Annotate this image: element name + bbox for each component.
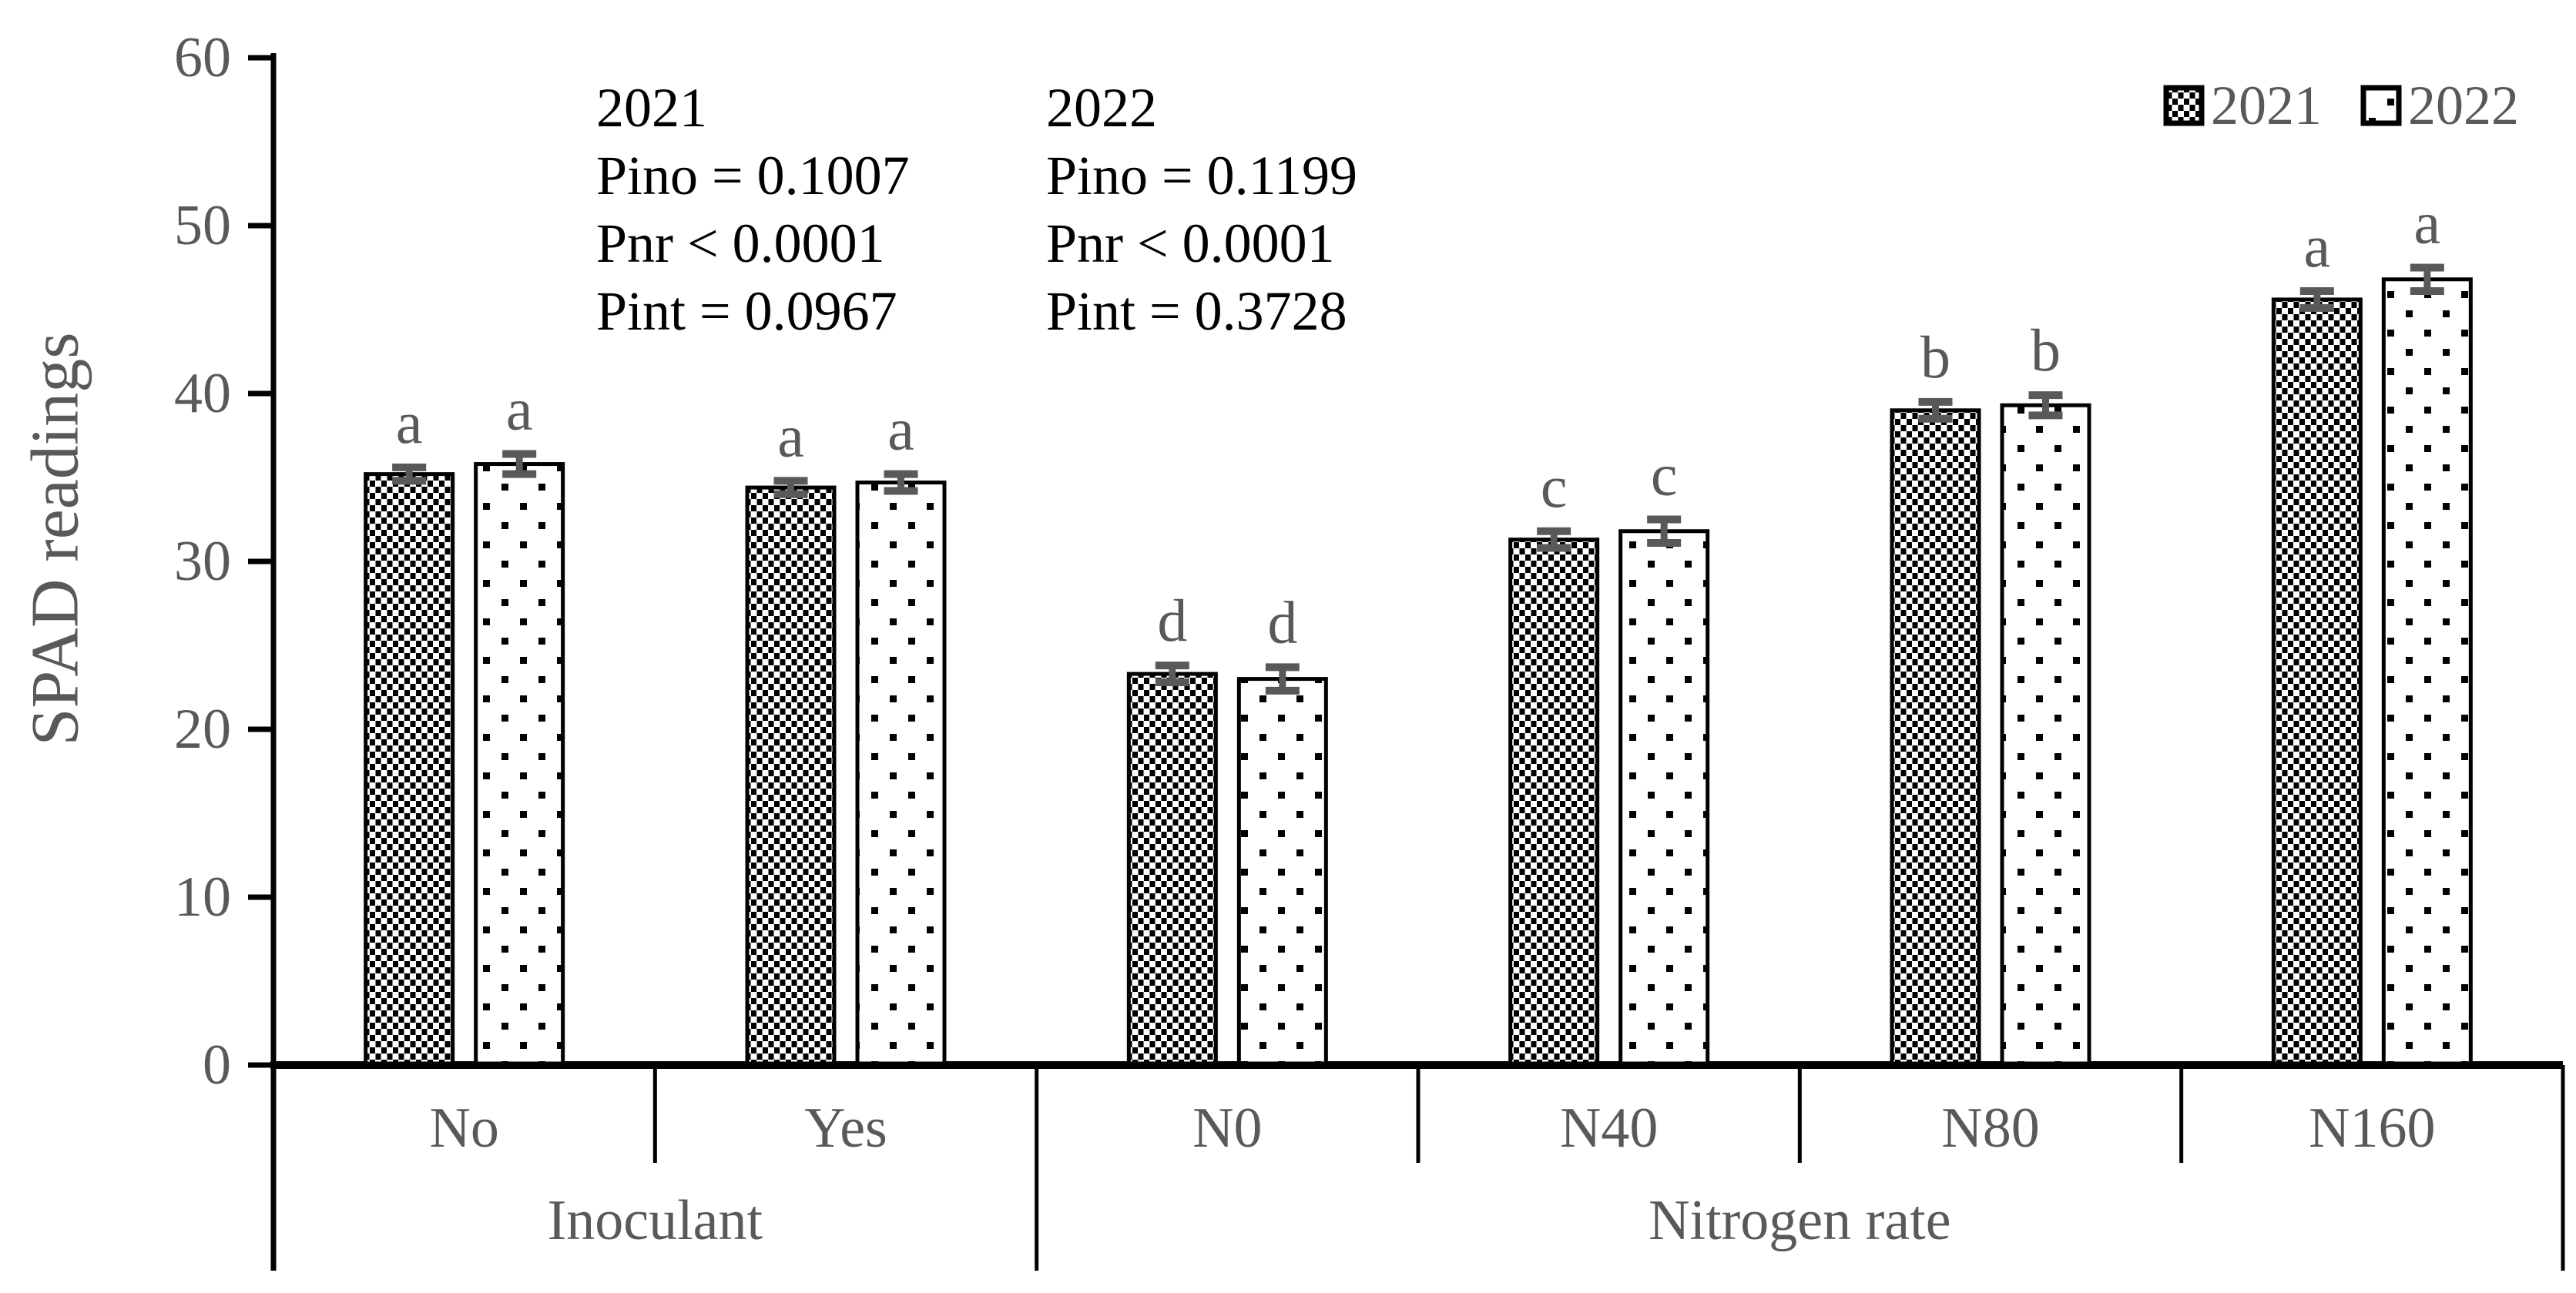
- bar-2022-N40: [1618, 529, 1710, 1066]
- category-label-N40: N40: [1560, 1097, 1658, 1160]
- stats-block-2021: 2021 Pino = 0.1007 Pnr < 0.0001 Pint = 0…: [596, 74, 910, 345]
- error-bar-2021-N160: [2299, 287, 2334, 312]
- legend-label-2022: 2022: [2408, 75, 2519, 136]
- error-bar-2022-No: [502, 450, 537, 478]
- bar-2021-N160: [2271, 297, 2363, 1066]
- bar-2022-N0: [1236, 677, 1328, 1066]
- category-label-N0: N0: [1192, 1097, 1262, 1160]
- sig-letter-2022-N80: b: [2031, 317, 2061, 384]
- sig-letter-2021-N0: d: [1157, 587, 1187, 654]
- y-tick-label-60: 60: [174, 26, 231, 89]
- category-label-N160: N160: [2309, 1097, 2435, 1160]
- sig-letter-2021-N80: b: [1920, 323, 1950, 390]
- bar-2022-Yes: [855, 481, 947, 1066]
- y-tick-label-0: 0: [203, 1033, 231, 1097]
- sig-letter-2022-Yes: a: [887, 396, 914, 463]
- y-tick-label-20: 20: [174, 698, 231, 761]
- bar-2022-No: [474, 462, 565, 1066]
- sig-letter-2022-No: a: [506, 375, 533, 442]
- error-bar-2022-N0: [1265, 663, 1300, 695]
- sig-letter-2021-Yes: a: [777, 402, 804, 469]
- y-tick-label-10: 10: [174, 866, 231, 929]
- category-label-N80: N80: [1941, 1097, 2039, 1160]
- bar-2021-No: [364, 472, 455, 1066]
- y-tick-label-50: 50: [174, 194, 231, 257]
- legend-swatch-2021: [2163, 85, 2205, 126]
- error-bar-2021-No: [392, 463, 427, 485]
- stats-line-pint-2022: Pint = 0.3728: [1046, 280, 1347, 342]
- error-bar-2022-N160: [2410, 263, 2444, 296]
- stats-line-pino-2022: Pino = 0.1199: [1046, 145, 1357, 206]
- legend-label-2021: 2021: [2211, 75, 2322, 136]
- sig-letter-2022-N40: c: [1651, 441, 1678, 508]
- error-bar-2022-N80: [2028, 391, 2063, 420]
- y-tick-label-40: 40: [174, 362, 231, 425]
- bar-2022-N80: [2000, 403, 2091, 1066]
- error-bar-2021-Yes: [773, 477, 808, 498]
- sig-letter-2021-N160: a: [2304, 213, 2331, 280]
- sig-letter-2022-N0: d: [1267, 588, 1297, 655]
- bar-2022-N160: [2381, 277, 2473, 1066]
- bar-2021-N40: [1508, 538, 1600, 1066]
- error-bar-2021-N40: [1537, 527, 1571, 552]
- stats-line-pino-2021: Pino = 0.1007: [596, 145, 910, 206]
- legend-item-2022: 2022: [2360, 75, 2519, 136]
- error-bar-2021-N0: [1155, 662, 1189, 686]
- group-label-inoculant: Inoculant: [548, 1189, 763, 1252]
- group-label-nitrogen-rate: Nitrogen rate: [1649, 1189, 1950, 1252]
- bar-2021-N0: [1126, 672, 1218, 1066]
- category-label-No: No: [429, 1097, 498, 1160]
- stats-title-2022: 2022: [1046, 77, 1157, 139]
- sig-letter-2021-No: a: [396, 389, 423, 456]
- stats-line-pint-2021: Pint = 0.0967: [596, 280, 897, 342]
- category-label-Yes: Yes: [804, 1097, 887, 1160]
- y-axis-title: SPAD readings: [18, 332, 93, 746]
- stats-title-2021: 2021: [596, 77, 707, 139]
- error-bar-2022-Yes: [884, 470, 918, 495]
- bar-2021-N80: [1890, 408, 1981, 1066]
- legend-swatch-2022: [2360, 85, 2402, 126]
- error-bar-2021-N80: [1918, 397, 1953, 423]
- bar-2021-Yes: [745, 485, 837, 1066]
- sig-letter-2022-N160: a: [2414, 189, 2441, 256]
- sig-letter-2021-N40: c: [1541, 453, 1568, 520]
- y-tick-label-30: 30: [174, 530, 231, 593]
- stats-block-2022: 2022 Pino = 0.1199 Pnr < 0.0001 Pint = 0…: [1046, 74, 1357, 345]
- stats-line-pnr-2022: Pnr < 0.0001: [1046, 213, 1335, 274]
- legend-item-2021: 2021: [2163, 75, 2322, 136]
- error-bar-2022-N40: [1647, 515, 1682, 548]
- stats-line-pnr-2021: Pnr < 0.0001: [596, 213, 885, 274]
